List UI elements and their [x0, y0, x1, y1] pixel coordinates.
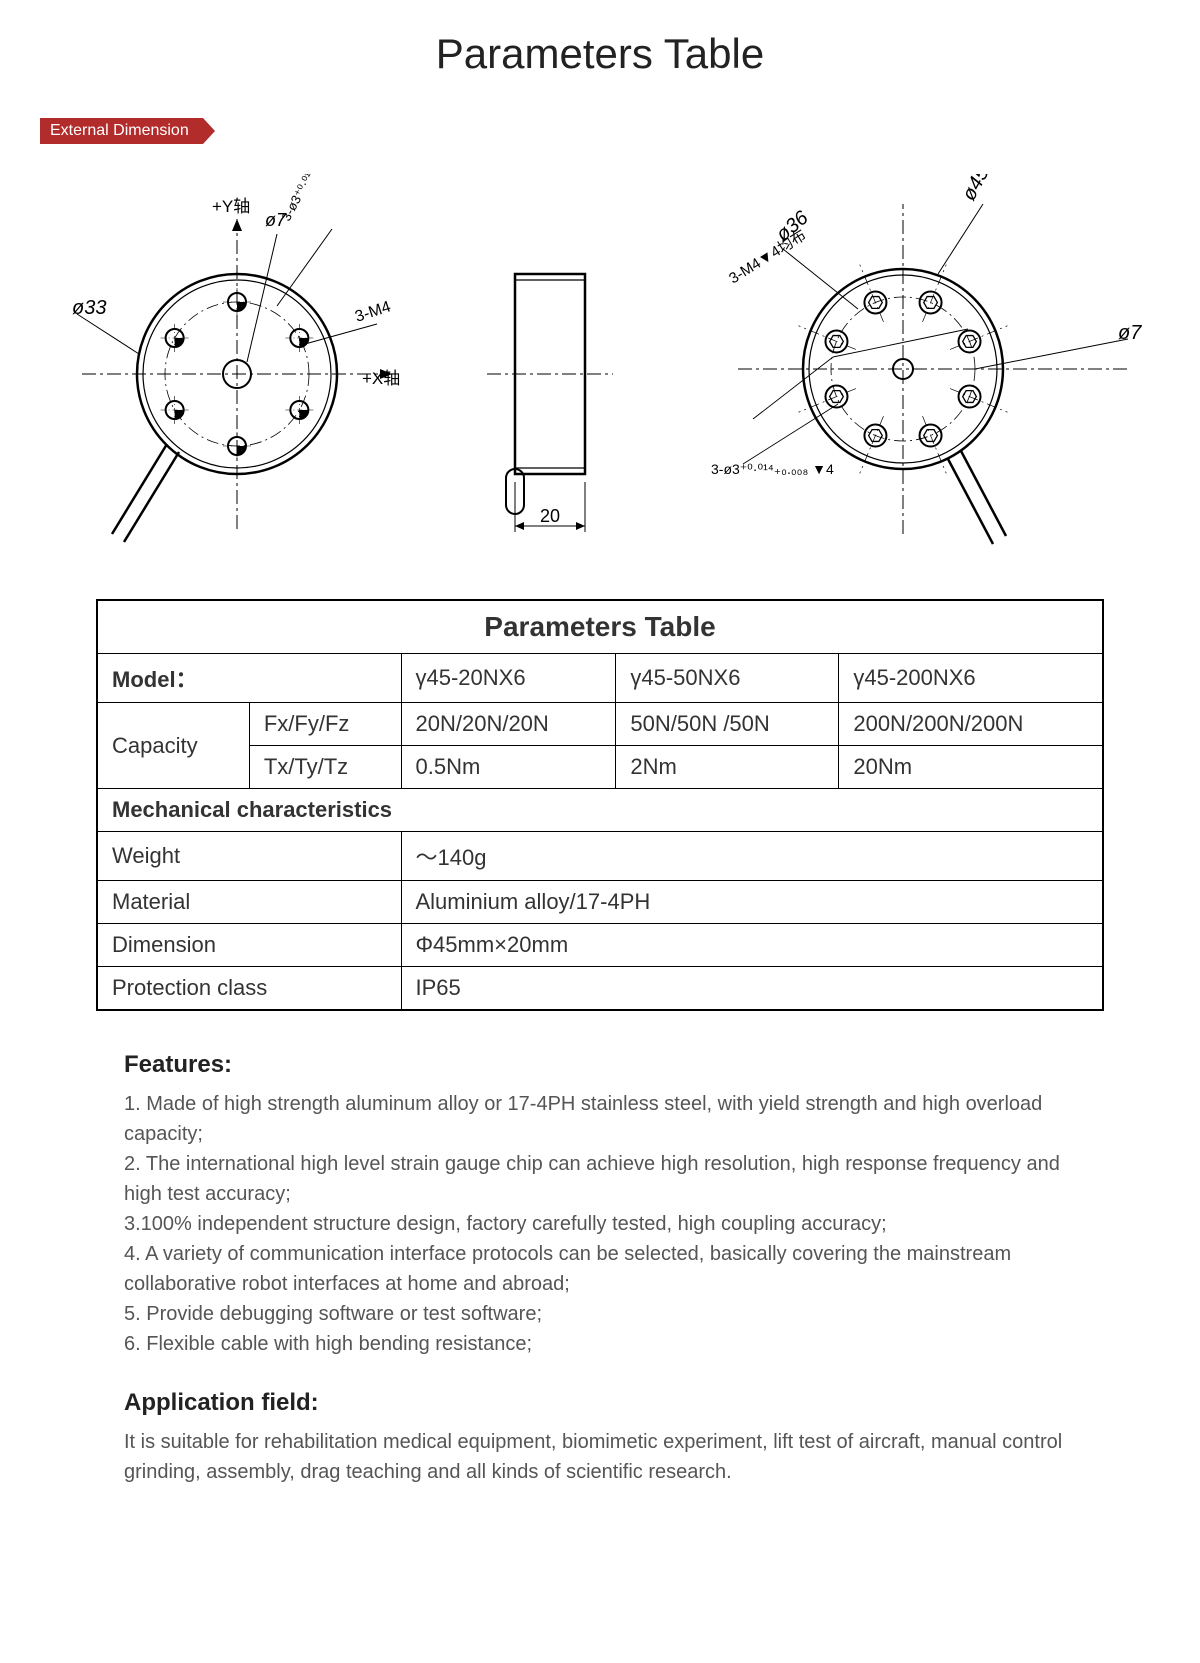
d7-label: ø7: [1118, 322, 1142, 344]
feature-item: 1. Made of high strength aluminum alloy …: [124, 1089, 1076, 1149]
external-dimension-badge: External Dimension: [40, 118, 203, 144]
features-block: Features: 1. Made of high strength alumi…: [124, 1051, 1076, 1359]
diagram-row: ø33 +Y轴 +X轴 ø7 3-ø3⁺⁰·⁰¹⁵₊₀.₀₀₈ 3-M4: [40, 174, 1160, 569]
capacity-label: Capacity: [97, 703, 249, 789]
features-list: 1. Made of high strength aluminum alloy …: [124, 1089, 1076, 1359]
y-axis-label: +Y轴: [212, 197, 250, 216]
capacity-axis-1: Tx/Ty/Tz: [249, 746, 401, 789]
model-1: γ45-50NX6: [616, 654, 839, 703]
parameters-table: Parameters Table Model： γ45-20NX6 γ45-50…: [96, 599, 1104, 1011]
x-axis-label: +X轴: [362, 369, 400, 388]
front-view-diagram: ø33 +Y轴 +X轴 ø7 3-ø3⁺⁰·⁰¹⁵₊₀.₀₀₈ 3-M4: [57, 174, 417, 569]
d45-label: ø45: [958, 174, 994, 204]
application-body: It is suitable for rehabilitation medica…: [124, 1427, 1076, 1487]
rear-view-diagram: ø45 ø36 ø7 3-M4▼4均布 3-ø3⁺⁰·⁰¹⁴₊₀.₀₀₈ ▼4: [683, 174, 1143, 569]
table-title: Parameters Table: [97, 600, 1103, 654]
model-0: γ45-20NX6: [401, 654, 616, 703]
capacity-0-0: 20N/20N/20N: [401, 703, 616, 746]
mech-label-0: Weight: [97, 832, 401, 881]
feature-item: 3.100% independent structure design, fac…: [124, 1209, 1076, 1239]
capacity-1-2: 20Nm: [839, 746, 1103, 789]
capacity-axis-0: Fx/Fy/Fz: [249, 703, 401, 746]
thread-spec-label: 3-M4▼4均布: [726, 227, 809, 288]
mech-val-0: ～140g: [401, 832, 1103, 881]
model-label: Model：: [97, 654, 401, 703]
mech-label-1: Material: [97, 881, 401, 924]
hole-spec-1-label: 3-ø3⁺⁰·⁰¹⁵₊₀.₀₀₈: [278, 174, 334, 223]
mech-val-2: Φ45mm×20mm: [401, 924, 1103, 967]
capacity-1-0: 0.5Nm: [401, 746, 616, 789]
mech-val-1: Aluminium alloy/17-4PH: [401, 881, 1103, 924]
rear-hole-spec-label: 3-ø3⁺⁰·⁰¹⁴₊₀.₀₀₈ ▼4: [711, 461, 834, 477]
feature-item: 2. The international high level strain g…: [124, 1149, 1076, 1209]
application-heading: Application field:: [124, 1389, 1076, 1417]
side-view-diagram: 20: [470, 174, 630, 569]
mech-val-3: IP65: [401, 967, 1103, 1011]
page-title: Parameters Table: [40, 30, 1160, 78]
feature-item: 5. Provide debugging software or test so…: [124, 1299, 1076, 1329]
capacity-1-1: 2Nm: [616, 746, 839, 789]
feature-item: 4. A variety of communication interface …: [124, 1239, 1076, 1299]
application-block: Application field: It is suitable for re…: [124, 1389, 1076, 1487]
capacity-0-2: 200N/200N/200N: [839, 703, 1103, 746]
hole-spec-2-label: 3-M4: [353, 298, 393, 325]
diameter-33-label: ø33: [72, 297, 106, 319]
mech-label-3: Protection class: [97, 967, 401, 1011]
feature-item: 6. Flexible cable with high bending resi…: [124, 1329, 1076, 1359]
capacity-0-1: 50N/50N /50N: [616, 703, 839, 746]
mech-section-label: Mechanical characteristics: [97, 789, 1103, 832]
model-2: γ45-200NX6: [839, 654, 1103, 703]
features-heading: Features:: [124, 1051, 1076, 1079]
width-20-label: 20: [540, 506, 560, 526]
mech-label-2: Dimension: [97, 924, 401, 967]
